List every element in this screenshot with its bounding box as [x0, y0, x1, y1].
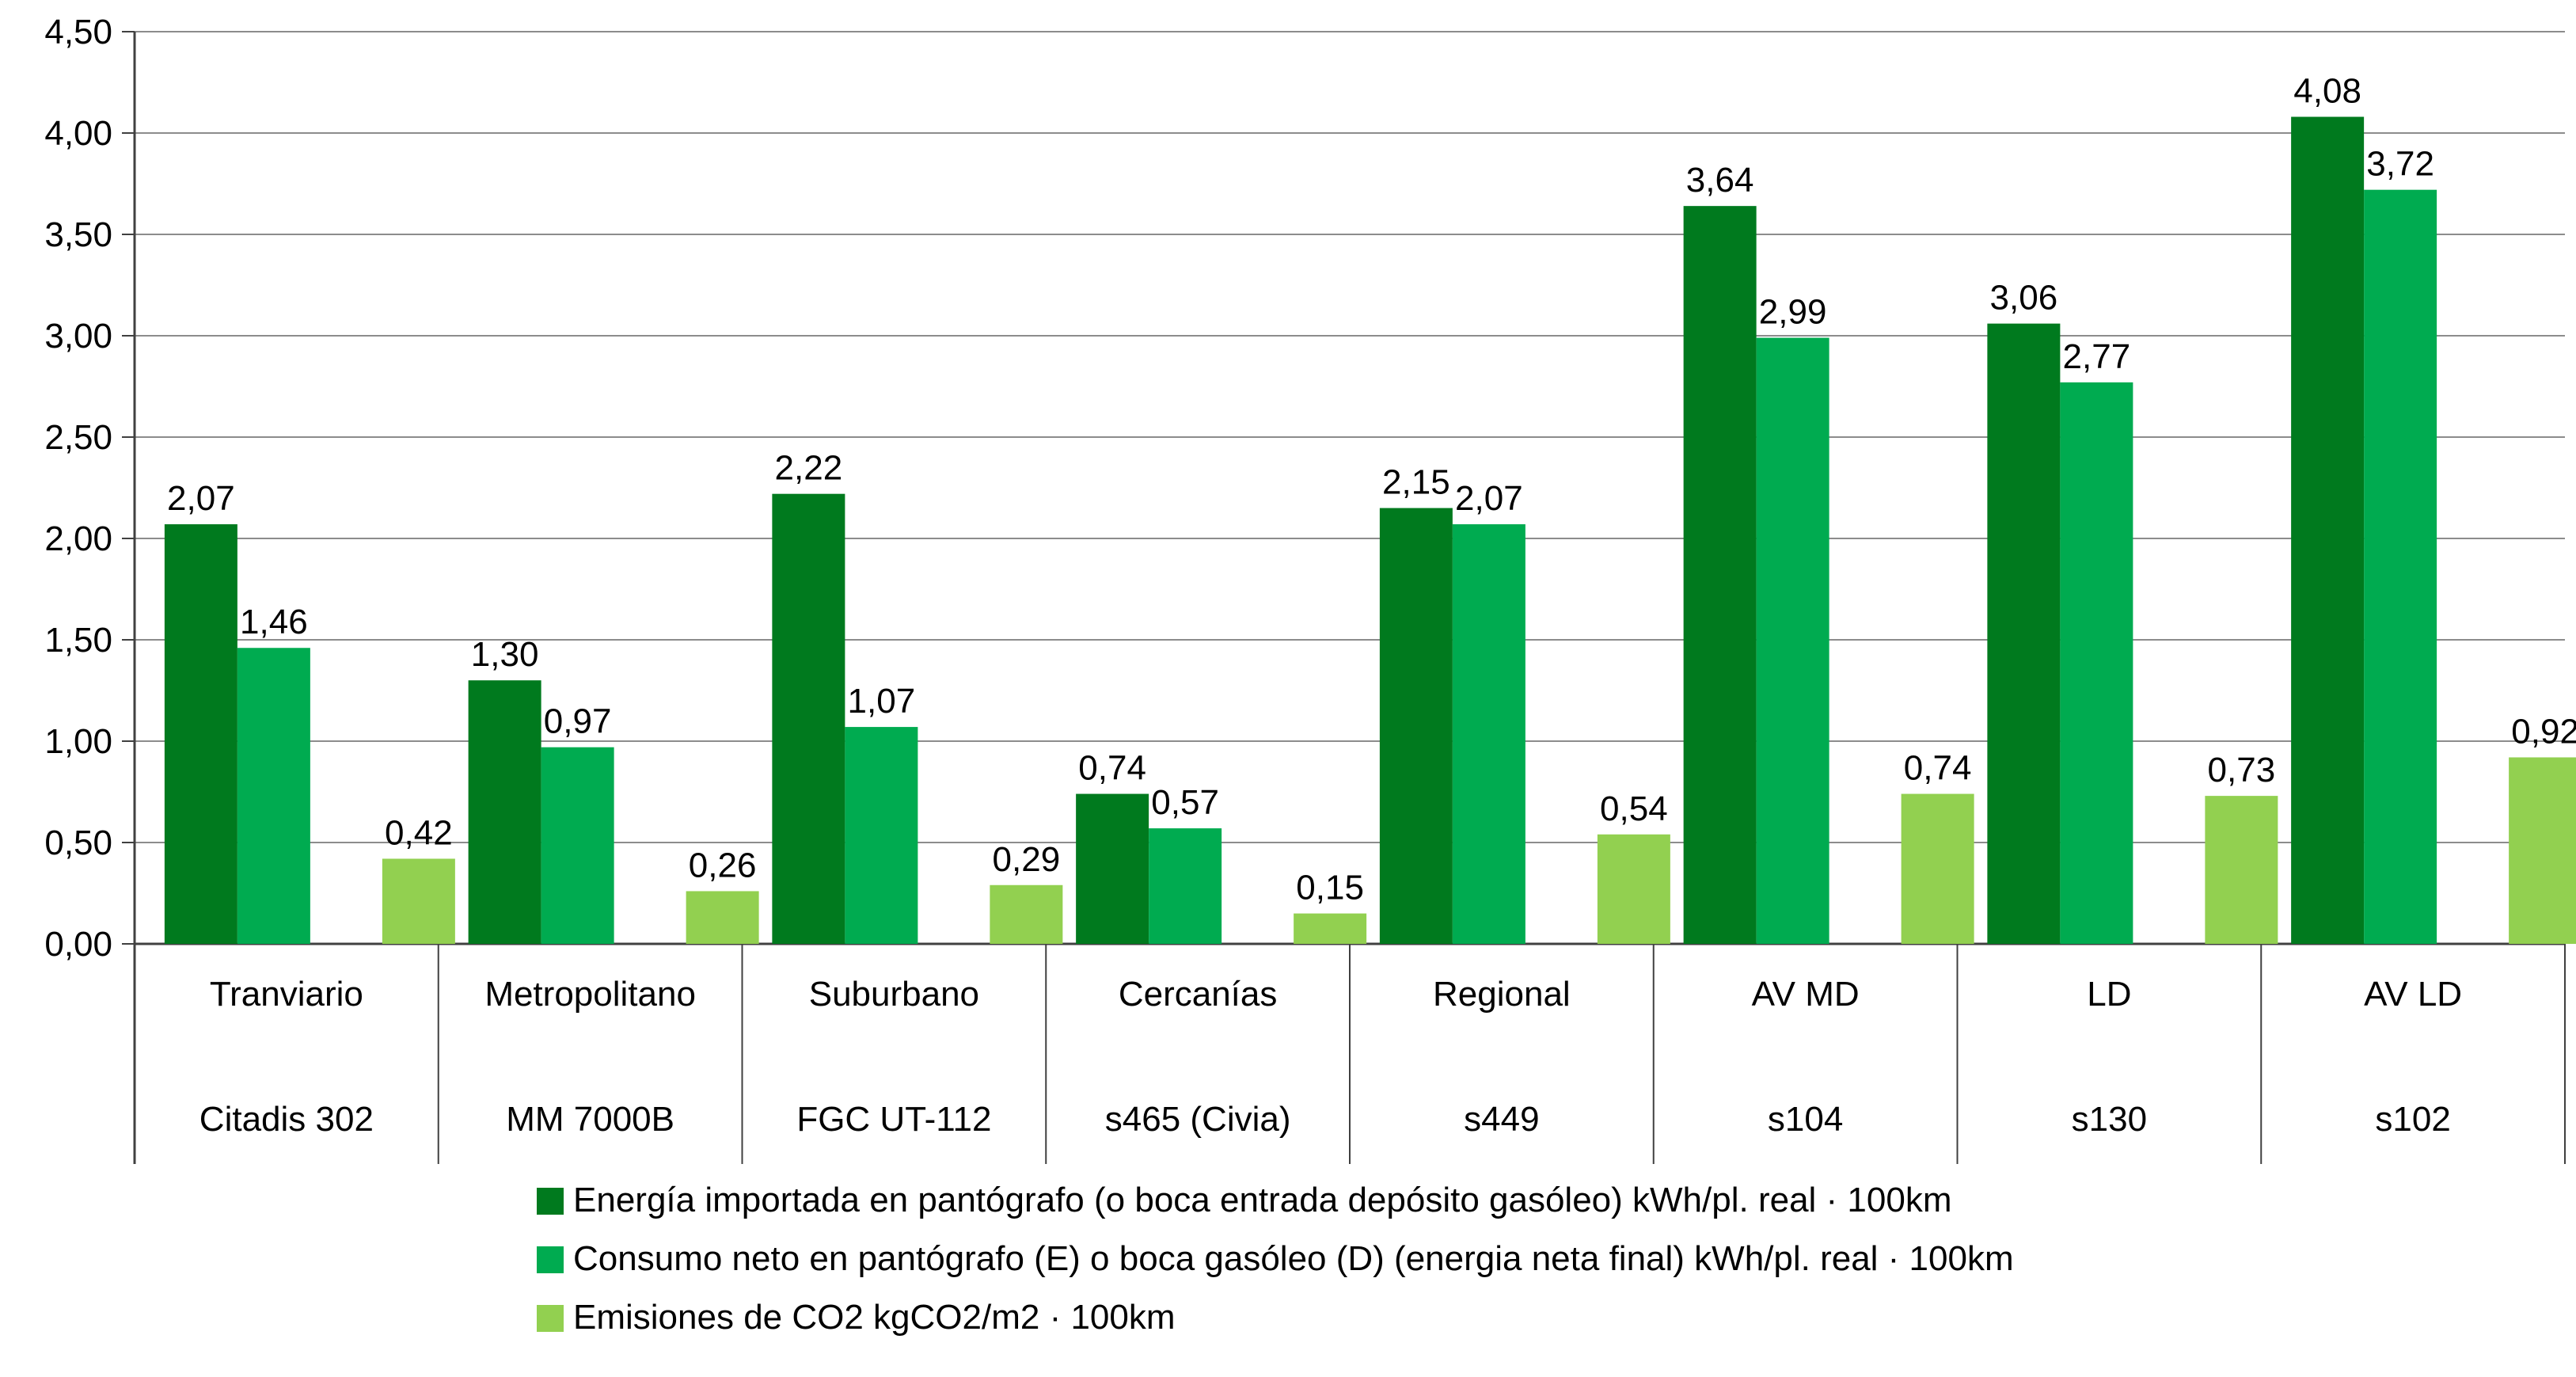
- bar: [845, 727, 918, 944]
- y-tick-label: 3,00: [44, 317, 112, 356]
- data-label: 0,74: [1078, 749, 1146, 788]
- category-label: Suburbano: [809, 975, 979, 1014]
- data-label: 2,22: [775, 449, 843, 488]
- y-tick-label: 4,50: [44, 13, 112, 51]
- y-tick-label: 3,50: [44, 215, 112, 254]
- data-label: 2,07: [167, 479, 235, 518]
- y-tick-label: 1,50: [44, 621, 112, 660]
- data-label: 2,15: [1382, 463, 1450, 502]
- bar: [1901, 793, 1974, 944]
- y-tick-label: 4,00: [44, 114, 112, 153]
- data-label: 4,08: [2293, 72, 2361, 111]
- bar: [772, 493, 845, 944]
- y-tick-label: 0,00: [44, 925, 112, 964]
- category-label: Cercanías: [1119, 975, 1278, 1014]
- data-label: 2,77: [2063, 337, 2131, 376]
- bar: [2291, 116, 2365, 944]
- bar: [686, 891, 759, 944]
- category-sublabel: Citadis 302: [199, 1100, 374, 1139]
- data-label: 0,54: [1600, 789, 1668, 828]
- category-label: Regional: [1433, 975, 1571, 1014]
- data-label: 0,29: [993, 840, 1061, 879]
- data-label: 3,72: [2366, 145, 2434, 184]
- category-label: AV LD: [2364, 975, 2462, 1014]
- category-sublabel: s104: [1768, 1100, 1843, 1139]
- data-label: 0,74: [1904, 749, 1972, 788]
- bar: [468, 680, 541, 944]
- y-tick-label: 2,50: [44, 418, 112, 457]
- category-sublabel: s130: [2072, 1100, 2147, 1139]
- category-sublabel: s449: [1464, 1100, 1539, 1139]
- legend-label: Emisiones de CO2 kgCO2/m2 · 100km: [573, 1298, 1176, 1337]
- bar: [2205, 796, 2278, 944]
- category-sublabel: FGC UT-112: [796, 1100, 991, 1139]
- bar: [2060, 382, 2133, 944]
- bar: [1379, 508, 1453, 944]
- bar: [2509, 757, 2576, 944]
- bar: [2364, 189, 2437, 944]
- data-label: 0,42: [385, 813, 453, 852]
- data-label: 0,26: [689, 846, 757, 884]
- bar: [1076, 793, 1149, 944]
- data-label: 0,97: [544, 702, 612, 741]
- bar: [1683, 206, 1757, 944]
- bar: [990, 884, 1063, 944]
- bar: [382, 858, 455, 944]
- legend-swatch: [537, 1305, 564, 1332]
- category-label: LD: [2087, 975, 2131, 1014]
- data-label: 3,06: [1990, 279, 2058, 318]
- category-sublabel: s102: [2375, 1100, 2450, 1139]
- category-sublabel: MM 7000B: [506, 1100, 674, 1139]
- legend-label: Consumo neto en pantógrafo (E) o boca ga…: [573, 1239, 2014, 1278]
- bar: [1597, 834, 1670, 944]
- data-label: 1,30: [471, 635, 539, 674]
- y-tick-label: 0,50: [44, 824, 112, 862]
- legend-swatch: [537, 1188, 564, 1215]
- bar: [1294, 913, 1367, 944]
- data-label: 2,07: [1455, 479, 1523, 518]
- bar: [1149, 828, 1222, 944]
- category-label: Tranviario: [210, 975, 363, 1014]
- bar: [1987, 323, 2061, 944]
- data-label: 0,57: [1151, 783, 1219, 822]
- data-label: 0,92: [2511, 712, 2576, 751]
- legend-label: Energía importada en pantógrafo (o boca …: [573, 1181, 1951, 1219]
- category-label: AV MD: [1752, 975, 1860, 1014]
- y-tick-label: 1,00: [44, 722, 112, 761]
- category-sublabel: s465 (Civia): [1105, 1100, 1291, 1139]
- bar: [541, 747, 614, 944]
- data-label: 3,64: [1686, 161, 1754, 200]
- data-label: 1,46: [240, 603, 308, 641]
- bar: [1756, 337, 1829, 944]
- data-label: 1,07: [848, 682, 916, 721]
- bar: [1452, 524, 1525, 944]
- category-label: Metropolitano: [484, 975, 696, 1014]
- data-label: 0,73: [2208, 751, 2276, 789]
- data-label: 2,99: [1759, 293, 1827, 332]
- bar: [237, 648, 310, 944]
- legend-swatch: [537, 1246, 564, 1273]
- bar: [164, 524, 237, 944]
- y-tick-label: 2,00: [44, 519, 112, 558]
- data-label: 0,15: [1296, 869, 1364, 907]
